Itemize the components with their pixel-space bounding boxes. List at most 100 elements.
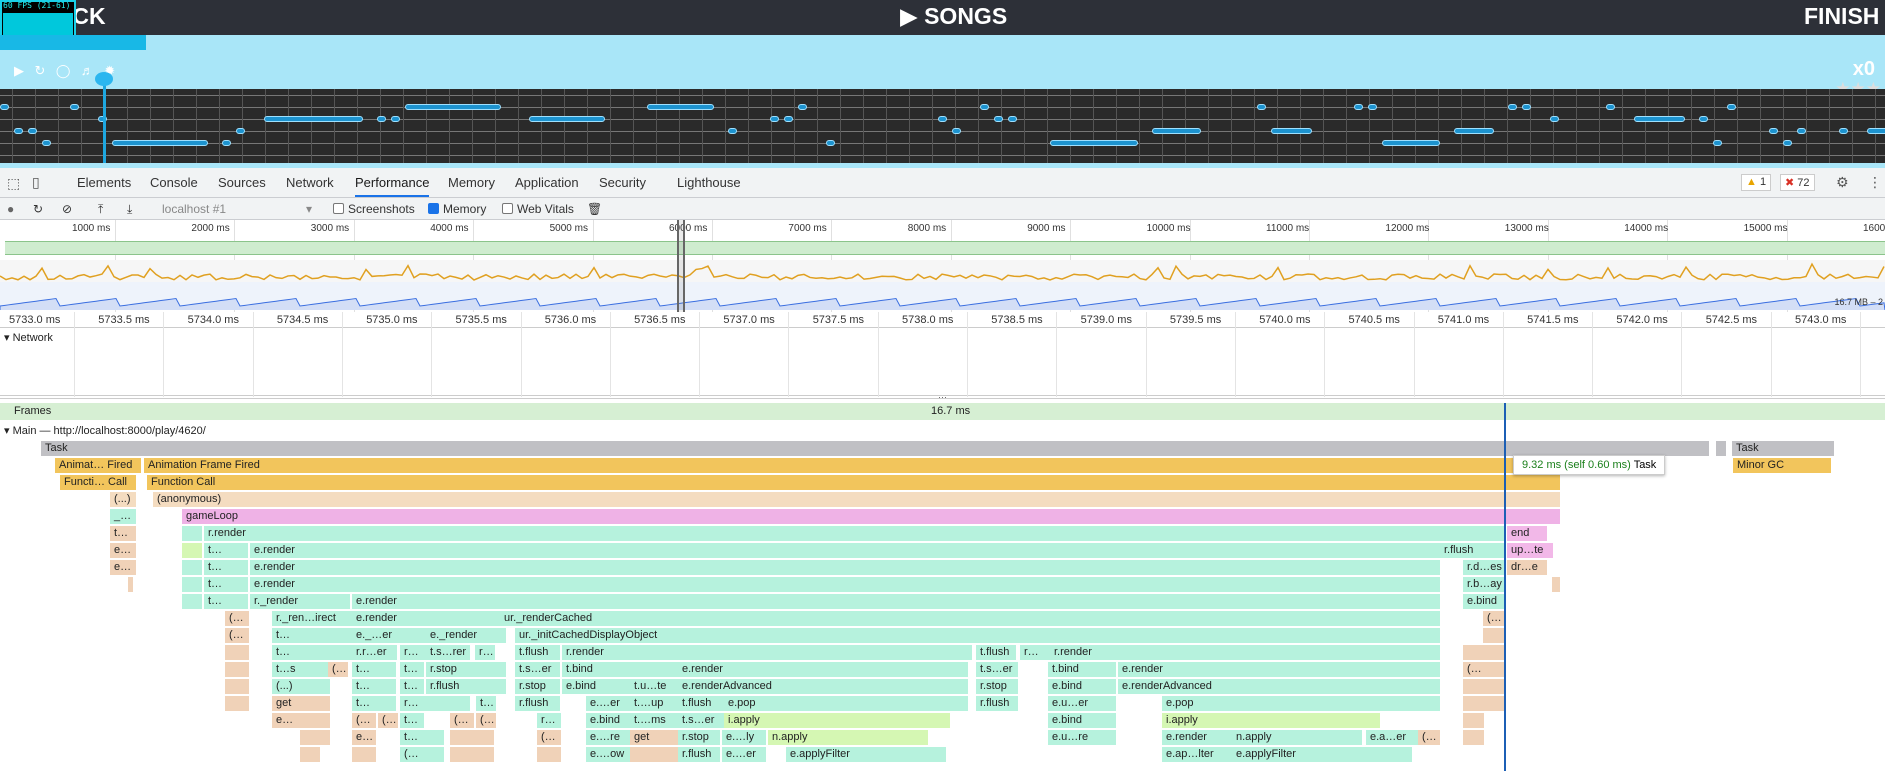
flame-block[interactable]: (… [476, 713, 496, 728]
network-track[interactable]: ▾ Network [0, 328, 1885, 395]
flame-block[interactable]: (… [1483, 611, 1504, 626]
flame-block[interactable]: e.render [250, 543, 1440, 558]
flame-block[interactable]: e.render [1162, 730, 1232, 745]
flame-block[interactable] [300, 730, 330, 745]
flame-block[interactable]: Animat… Fired [55, 458, 141, 473]
flame-block[interactable]: r.flush [1440, 543, 1504, 558]
upload-profile-icon[interactable]: ⤒ [98, 202, 104, 216]
tab-memory[interactable]: Memory [448, 175, 495, 190]
inspect-element-icon[interactable]: ⬚ [7, 175, 21, 191]
flame-block[interactable] [630, 747, 678, 762]
flame-block[interactable] [1463, 696, 1504, 711]
flame-block[interactable] [225, 662, 249, 677]
flame-block[interactable]: t…s [272, 662, 330, 677]
tab-application[interactable]: Application [515, 175, 579, 190]
main-thread-header[interactable]: ▾ Main — http://localhost:8000/play/4620… [0, 424, 206, 437]
flame-block[interactable]: Function Call [147, 475, 1560, 490]
flame-block[interactable] [300, 747, 320, 762]
flame-block[interactable]: e.…ly [722, 730, 766, 745]
flame-block[interactable]: t… [400, 679, 424, 694]
warnings-badge[interactable]: ▲ 1 [1741, 174, 1772, 191]
flame-block[interactable] [537, 747, 561, 762]
flame-block[interactable]: t.…up [630, 696, 678, 711]
flame-block[interactable]: up…te [1507, 543, 1553, 558]
record-icon[interactable]: ● [7, 202, 15, 216]
flame-block[interactable]: gameLoop [182, 509, 1560, 524]
flame-block[interactable] [1483, 628, 1504, 643]
flame-block[interactable]: _… [110, 509, 136, 524]
flame-block[interactable] [225, 679, 249, 694]
flame-block[interactable] [182, 560, 202, 575]
flame-block[interactable]: n.apply [1232, 730, 1362, 745]
overview-selection-window[interactable] [677, 220, 685, 312]
flame-block[interactable]: r.stop [678, 730, 720, 745]
flame-block[interactable]: r.stop [515, 679, 560, 694]
network-track-header[interactable]: ▾ Network [4, 331, 53, 344]
flame-block[interactable] [182, 577, 202, 592]
track-resize-handle[interactable]: ··· [0, 393, 1885, 402]
flame-block[interactable]: end [1507, 526, 1547, 541]
flame-block[interactable]: e.bind [1463, 594, 1504, 609]
flame-block[interactable]: e.bind [586, 713, 630, 728]
flame-block[interactable]: e.…re [586, 730, 630, 745]
screenshots-checkbox[interactable]: Screenshots [333, 202, 415, 216]
flame-block[interactable]: e.render [678, 662, 968, 677]
flame-block[interactable]: t… [352, 679, 396, 694]
flame-block[interactable]: r.render [1050, 645, 1440, 660]
flame-block[interactable]: r.flush [426, 679, 506, 694]
flame-block[interactable]: t.flush [678, 696, 724, 711]
flame-block[interactable]: r.r…er [352, 645, 397, 660]
flame-block[interactable]: t… [272, 645, 352, 660]
tab-network[interactable]: Network [286, 175, 334, 190]
errors-badge[interactable]: ✖ 72 [1780, 174, 1815, 191]
flame-block[interactable]: i.apply [724, 713, 950, 728]
flame-block[interactable]: ur._renderCached [500, 611, 1440, 626]
flame-block[interactable]: t… [204, 594, 248, 609]
flame-block[interactable] [1463, 645, 1504, 660]
flame-block[interactable] [182, 594, 202, 609]
flame-block[interactable]: r._render [250, 594, 350, 609]
flame-block[interactable]: t… [204, 577, 248, 592]
flame-block[interactable]: r… [475, 645, 495, 660]
flame-block[interactable] [1463, 713, 1484, 728]
flame-block[interactable]: t.flush [515, 645, 560, 660]
flame-block[interactable]: e.pop [1162, 696, 1440, 711]
flame-block[interactable]: e.u…re [1048, 730, 1116, 745]
flame-block[interactable]: e… [272, 713, 330, 728]
metronome-icon[interactable]: ♬ [80, 63, 94, 78]
flame-block[interactable]: e.a…er [1366, 730, 1418, 745]
flame-block[interactable]: e.render [352, 611, 500, 626]
web-vitals-checkbox[interactable]: Web Vitals [502, 202, 574, 216]
finish-button[interactable]: FINISH [1804, 3, 1880, 29]
flame-block[interactable] [1552, 577, 1560, 592]
flame-block[interactable]: e.bind [1048, 679, 1116, 694]
tab-sources[interactable]: Sources [218, 175, 266, 190]
flame-block[interactable] [1463, 679, 1504, 694]
flame-block[interactable]: get [272, 696, 330, 711]
flame-block[interactable]: e.bind [1048, 713, 1116, 728]
flame-block[interactable]: e.…er [722, 747, 766, 762]
flame-block[interactable]: t.u…te [630, 679, 678, 694]
flame-block[interactable]: (… [1463, 662, 1504, 677]
flame-block[interactable]: e.applyFilter [1232, 747, 1412, 762]
flame-block[interactable]: (… [1418, 730, 1440, 745]
flame-block[interactable]: (… [450, 713, 474, 728]
clear-icon[interactable]: ⊘ [62, 202, 73, 216]
flame-block[interactable]: Task [41, 441, 1709, 456]
memory-checkbox-box[interactable] [428, 203, 439, 214]
flame-block[interactable] [225, 645, 249, 660]
flame-block[interactable] [450, 730, 494, 745]
flame-block[interactable]: e… [352, 730, 376, 745]
flame-block[interactable]: t… [352, 662, 396, 677]
flame-block[interactable]: e._render [426, 628, 506, 643]
flame-block[interactable]: t… [476, 696, 496, 711]
flame-block[interactable]: n.apply [768, 730, 928, 745]
flame-block[interactable]: r.flush [976, 696, 1018, 711]
flame-block[interactable]: r.flush [515, 696, 560, 711]
tab-security[interactable]: Security [599, 175, 646, 190]
flame-block[interactable]: e.renderAdvanced [1118, 679, 1440, 694]
flame-block[interactable]: e.…er [586, 696, 630, 711]
flame-block[interactable]: t… [110, 526, 136, 541]
flame-block[interactable]: e… [110, 543, 136, 558]
download-profile-icon[interactable]: ⤓ [127, 202, 133, 216]
